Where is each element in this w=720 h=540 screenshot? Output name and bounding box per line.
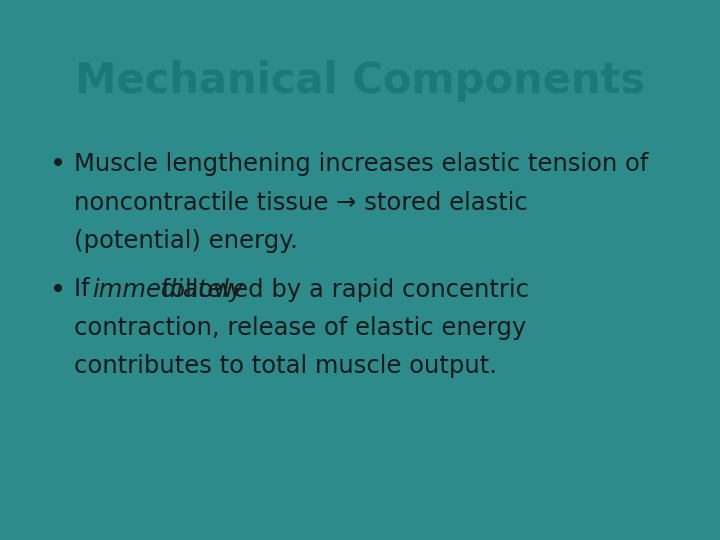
Text: contributes to total muscle output.: contributes to total muscle output. (74, 354, 497, 379)
Text: (potential) energy.: (potential) energy. (74, 229, 298, 253)
Text: followed by a rapid concentric: followed by a rapid concentric (153, 278, 528, 301)
Text: contraction, release of elastic energy: contraction, release of elastic energy (74, 316, 526, 340)
Text: •: • (50, 278, 66, 303)
Text: •: • (50, 152, 66, 178)
Text: Muscle lengthening increases elastic tension of: Muscle lengthening increases elastic ten… (74, 152, 649, 176)
Text: If: If (74, 278, 97, 301)
Text: noncontractile tissue → stored elastic: noncontractile tissue → stored elastic (74, 191, 528, 214)
Text: Mechanical Components: Mechanical Components (75, 60, 645, 102)
Text: immediately: immediately (92, 278, 243, 301)
